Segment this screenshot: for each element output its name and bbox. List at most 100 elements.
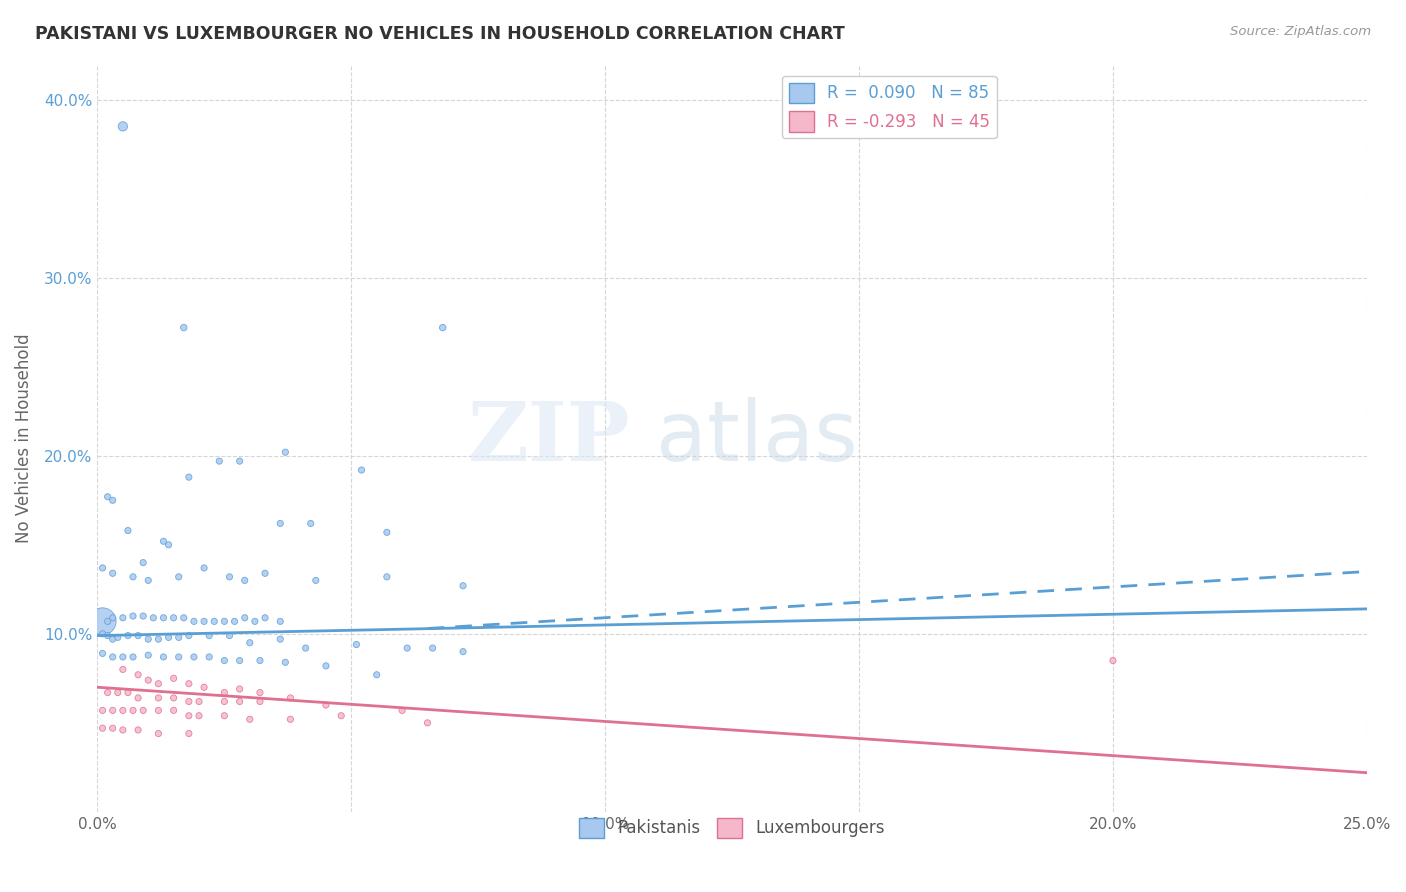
Point [198, 629, 221, 643]
Point [152, 611, 174, 625]
Text: ZIP: ZIP [468, 398, 631, 478]
Point [396, 641, 419, 656]
Point [391, 703, 413, 717]
Point [432, 320, 454, 334]
Point [136, 648, 159, 663]
Point [177, 726, 200, 740]
Point [280, 690, 302, 705]
Legend: Pakistanis, Luxembourgers: Pakistanis, Luxembourgers [572, 811, 891, 845]
Point [101, 566, 124, 581]
Point [274, 656, 297, 670]
Point [269, 516, 291, 531]
Point [127, 723, 149, 737]
Point [214, 708, 236, 723]
Point [214, 694, 236, 708]
Point [117, 524, 139, 538]
Point [214, 654, 236, 668]
Point [375, 525, 398, 540]
Point [162, 611, 184, 625]
Point [122, 570, 145, 584]
Point [193, 561, 215, 575]
Point [111, 662, 134, 676]
Point [177, 694, 200, 708]
Point [193, 680, 215, 694]
Point [1102, 654, 1125, 668]
Point [422, 641, 444, 656]
Point [91, 703, 114, 717]
Point [101, 632, 124, 647]
Point [157, 538, 180, 552]
Point [239, 636, 262, 650]
Point [249, 685, 271, 699]
Point [91, 561, 114, 575]
Point [101, 721, 124, 735]
Point [136, 632, 159, 647]
Point [218, 570, 240, 584]
Point [173, 611, 195, 625]
Point [132, 609, 155, 624]
Point [253, 566, 276, 581]
Point [193, 615, 215, 629]
Text: Source: ZipAtlas.com: Source: ZipAtlas.com [1230, 25, 1371, 38]
Point [162, 690, 184, 705]
Point [188, 694, 211, 708]
Point [167, 650, 190, 665]
Point [228, 694, 250, 708]
Point [91, 627, 114, 641]
Point [366, 667, 388, 681]
Point [202, 615, 225, 629]
Point [122, 609, 145, 624]
Point [253, 611, 276, 625]
Point [136, 574, 159, 588]
Point [162, 703, 184, 717]
Point [152, 650, 174, 665]
Point [233, 611, 256, 625]
Point [208, 454, 231, 468]
Point [148, 632, 170, 647]
Point [269, 632, 291, 647]
Point [239, 712, 262, 726]
Point [111, 703, 134, 717]
Point [167, 570, 190, 584]
Point [233, 574, 256, 588]
Point [274, 445, 297, 459]
Point [107, 631, 129, 645]
Point [269, 615, 291, 629]
Point [315, 658, 337, 673]
Point [97, 490, 120, 504]
Point [350, 463, 373, 477]
Point [177, 708, 200, 723]
Point [111, 650, 134, 665]
Point [101, 611, 124, 625]
Text: atlas: atlas [657, 398, 858, 478]
Point [198, 650, 221, 665]
Point [162, 671, 184, 685]
Point [111, 611, 134, 625]
Point [228, 454, 250, 468]
Point [243, 615, 266, 629]
Point [375, 570, 398, 584]
Point [148, 726, 170, 740]
Point [218, 629, 240, 643]
Point [305, 574, 328, 588]
Point [91, 615, 114, 629]
Point [177, 470, 200, 484]
Point [214, 685, 236, 699]
Point [157, 631, 180, 645]
Point [451, 579, 474, 593]
Point [127, 629, 149, 643]
Point [280, 712, 302, 726]
Point [111, 120, 134, 134]
Point [177, 676, 200, 690]
Point [148, 676, 170, 690]
Point [188, 708, 211, 723]
Point [127, 690, 149, 705]
Point [451, 645, 474, 659]
Point [249, 694, 271, 708]
Point [299, 516, 322, 531]
Point [344, 638, 367, 652]
Point [132, 556, 155, 570]
Point [315, 698, 337, 712]
Text: PAKISTANI VS LUXEMBOURGER NO VEHICLES IN HOUSEHOLD CORRELATION CHART: PAKISTANI VS LUXEMBOURGER NO VEHICLES IN… [35, 25, 845, 43]
Point [214, 615, 236, 629]
